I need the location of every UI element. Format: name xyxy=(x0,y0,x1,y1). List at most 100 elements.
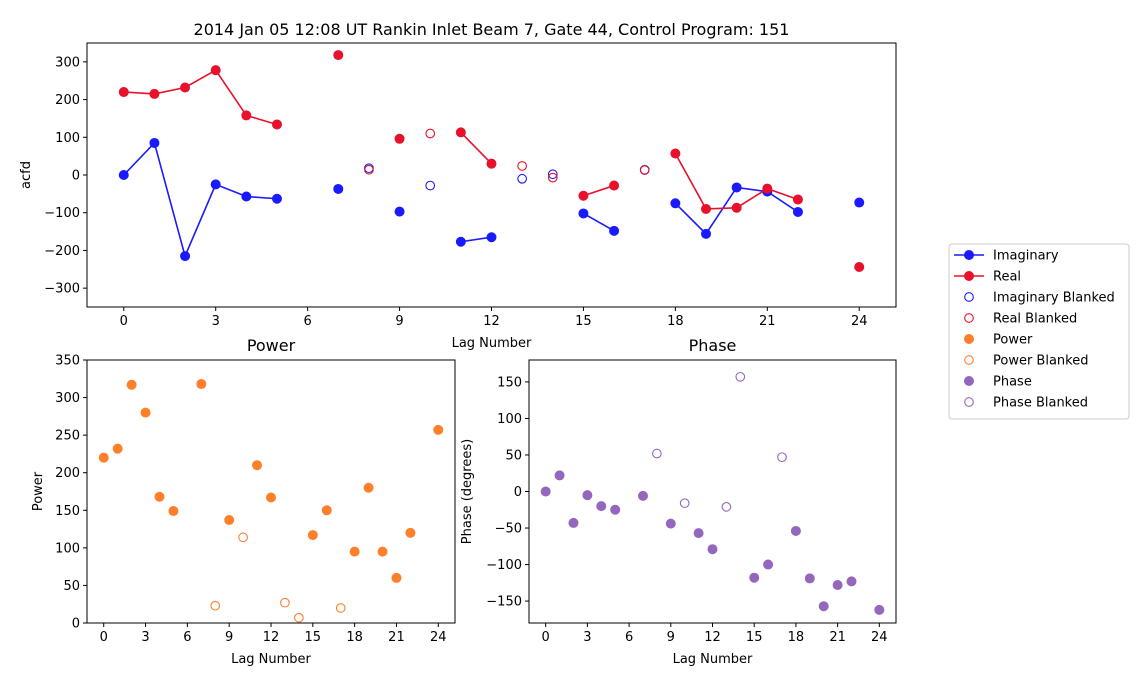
x-tick-label: 0 xyxy=(100,630,108,645)
legend-label: Power xyxy=(993,333,1033,348)
x-axis-label: Lag Number xyxy=(231,652,311,667)
plot-frame xyxy=(86,359,456,624)
data-point xyxy=(610,504,621,515)
data-point xyxy=(333,183,344,194)
data-point xyxy=(377,546,388,557)
legend-marker xyxy=(964,250,974,260)
data-point xyxy=(486,232,497,243)
data-point xyxy=(547,169,558,180)
x-tick-label: 6 xyxy=(625,630,633,645)
x-tick-label: 15 xyxy=(575,314,592,329)
data-point xyxy=(735,371,746,382)
legend-entry-imaginary-blanked: Imaginary Blanked xyxy=(964,291,1115,306)
legend-entry-power: Power xyxy=(964,333,1033,348)
data-point xyxy=(665,518,676,529)
series-real-blanked xyxy=(364,128,650,183)
data-point xyxy=(433,424,444,435)
legend-marker xyxy=(964,355,974,365)
data-point xyxy=(405,527,416,538)
data-point xyxy=(707,544,718,555)
x-tick-label: 15 xyxy=(746,630,763,645)
x-tick-label: 3 xyxy=(141,630,149,645)
x-tick-label: 3 xyxy=(583,630,591,645)
data-point xyxy=(210,65,221,76)
y-tick-label: −300 xyxy=(44,282,80,297)
legend-label: Real xyxy=(993,270,1021,285)
data-point xyxy=(701,203,712,214)
legend-label: Imaginary Blanked xyxy=(993,291,1115,306)
x-tick-label: 0 xyxy=(120,314,128,329)
legend-entry-imaginary: Imaginary xyxy=(954,249,1059,264)
data-point xyxy=(609,225,620,236)
x-tick-label: 0 xyxy=(542,630,550,645)
x-tick-label: 9 xyxy=(395,314,403,329)
x-tick-label: 24 xyxy=(430,630,447,645)
data-point xyxy=(210,600,221,611)
data-point xyxy=(425,180,436,191)
y-tick-label: 0 xyxy=(514,485,522,500)
data-point xyxy=(455,236,466,247)
data-point xyxy=(804,573,815,584)
data-point xyxy=(578,208,589,219)
phase-panel: Phase 0 3 6 9 12 15 18 21 24 −150 −100 −50 0 50 100 150 L… xyxy=(460,336,897,667)
data-point xyxy=(271,119,282,130)
plot-frame xyxy=(86,42,897,308)
data-point xyxy=(307,530,318,541)
data-point xyxy=(224,515,235,526)
data-point xyxy=(252,460,263,471)
y-tick-label: 50 xyxy=(63,579,80,594)
series-phase-blanked xyxy=(652,371,787,512)
data-point xyxy=(721,501,732,512)
legend-entry-power-blanked: Power Blanked xyxy=(964,354,1089,369)
data-point xyxy=(118,170,129,180)
series-phase xyxy=(540,470,885,615)
y-tick-label: 100 xyxy=(55,541,80,556)
x-tick-label: 6 xyxy=(303,314,311,329)
data-point xyxy=(846,576,857,587)
data-point xyxy=(517,173,527,184)
power-panel: Power 0 3 6 9 12 15 18 21 24 0 50 100 150 200 250 300 350… xyxy=(31,336,456,667)
data-point xyxy=(210,179,221,190)
data-point xyxy=(98,452,109,463)
data-point xyxy=(180,82,191,93)
data-point xyxy=(578,190,589,201)
legend-label: Phase Blanked xyxy=(993,396,1088,411)
chart-title: 2014 Jan 05 12:08 UT Rankin Inlet Beam 7… xyxy=(194,20,790,39)
data-point xyxy=(394,206,405,217)
y-tick-label: 0 xyxy=(72,617,80,632)
legend: Imaginary Real Imaginary Blanked Real Blank… xyxy=(948,243,1130,420)
data-point xyxy=(126,379,137,390)
data-point xyxy=(679,498,690,509)
data-point xyxy=(149,137,160,148)
y-tick-label: 350 xyxy=(55,354,80,369)
data-point xyxy=(149,88,160,99)
data-point xyxy=(762,183,773,194)
x-tick-label: 18 xyxy=(667,314,684,329)
y-tick-label: 150 xyxy=(55,504,80,519)
data-point xyxy=(596,501,607,512)
data-point xyxy=(832,580,843,591)
y-tick-label: −200 xyxy=(44,244,80,259)
data-point xyxy=(238,532,248,543)
data-point xyxy=(792,206,803,217)
legend-marker xyxy=(964,376,974,386)
data-point xyxy=(670,198,681,209)
data-point xyxy=(693,528,704,539)
legend-marker xyxy=(964,313,974,323)
data-point xyxy=(792,194,803,205)
y-axis-label: Phase (degrees) xyxy=(460,439,475,544)
series-line xyxy=(583,184,615,197)
data-point xyxy=(701,228,712,239)
data-point xyxy=(540,486,551,497)
y-axis-label: Power xyxy=(31,471,46,511)
data-point xyxy=(271,193,282,204)
x-tick-label: 21 xyxy=(759,314,776,329)
x-tick-label: 18 xyxy=(346,630,363,645)
data-point xyxy=(321,505,332,516)
legend-label: Imaginary xyxy=(993,249,1059,264)
y-tick-label: 200 xyxy=(55,466,80,481)
legend-entry-phase-blanked: Phase Blanked xyxy=(964,396,1088,411)
y-tick-label: 300 xyxy=(55,55,80,70)
x-tick-label: 3 xyxy=(212,314,220,329)
